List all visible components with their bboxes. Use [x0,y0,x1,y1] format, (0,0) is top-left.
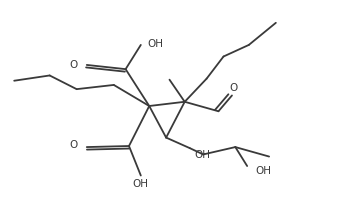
Text: O: O [230,83,238,93]
Text: OH: OH [195,151,211,160]
Text: O: O [69,60,77,70]
Text: OH: OH [147,39,163,49]
Text: OH: OH [133,179,149,189]
Text: OH: OH [256,166,272,176]
Text: O: O [69,140,77,150]
